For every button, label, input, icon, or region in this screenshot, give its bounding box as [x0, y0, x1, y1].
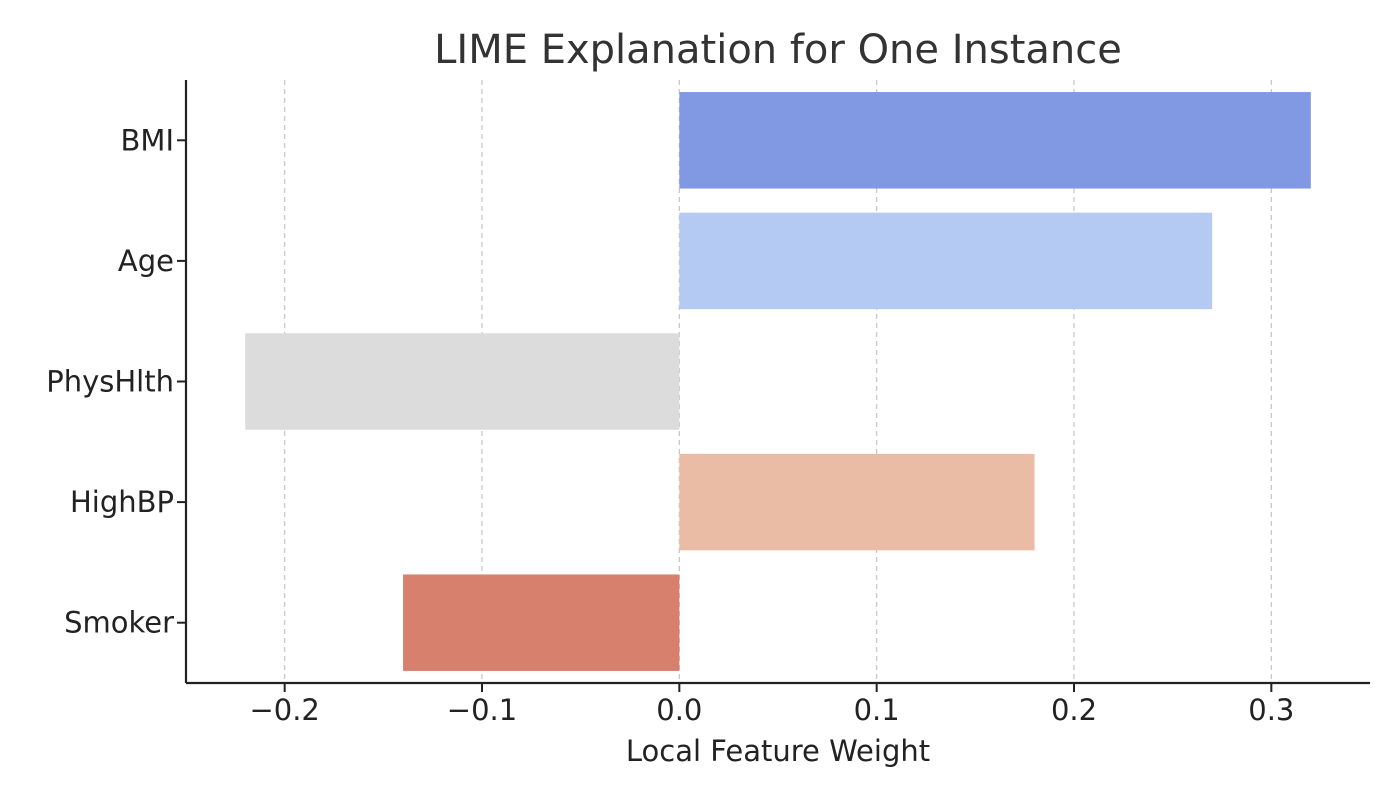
- x-tick-label: 0.1: [854, 693, 900, 727]
- x-axis-label: Local Feature Weight: [626, 734, 930, 768]
- y-tick-label: Age: [118, 244, 174, 278]
- x-tick-label: 0.0: [656, 693, 702, 727]
- bar-physhlth: [245, 333, 680, 430]
- bar-smoker: [403, 574, 680, 671]
- y-tick-label: PhysHlth: [46, 365, 174, 399]
- bar-highbp: [679, 453, 1035, 551]
- chart-title: LIME Explanation for One Instance: [434, 27, 1122, 73]
- y-ticks: BMI Age PhysHlth HighBP Smoker: [46, 123, 186, 640]
- x-tick-label: −0.2: [249, 693, 319, 727]
- x-ticks: −0.2 −0.1 0.0 0.1 0.2 0.3: [249, 683, 1294, 727]
- y-tick-label: HighBP: [70, 485, 174, 519]
- y-tick-label: Smoker: [64, 606, 174, 640]
- y-tick-label: BMI: [121, 123, 174, 157]
- x-tick-label: 0.3: [1248, 693, 1294, 727]
- bar-bmi: [679, 92, 1311, 189]
- x-tick-label: −0.1: [447, 693, 517, 727]
- bars: [245, 92, 1311, 671]
- x-tick-label: 0.2: [1051, 693, 1097, 727]
- bar-age: [679, 212, 1213, 310]
